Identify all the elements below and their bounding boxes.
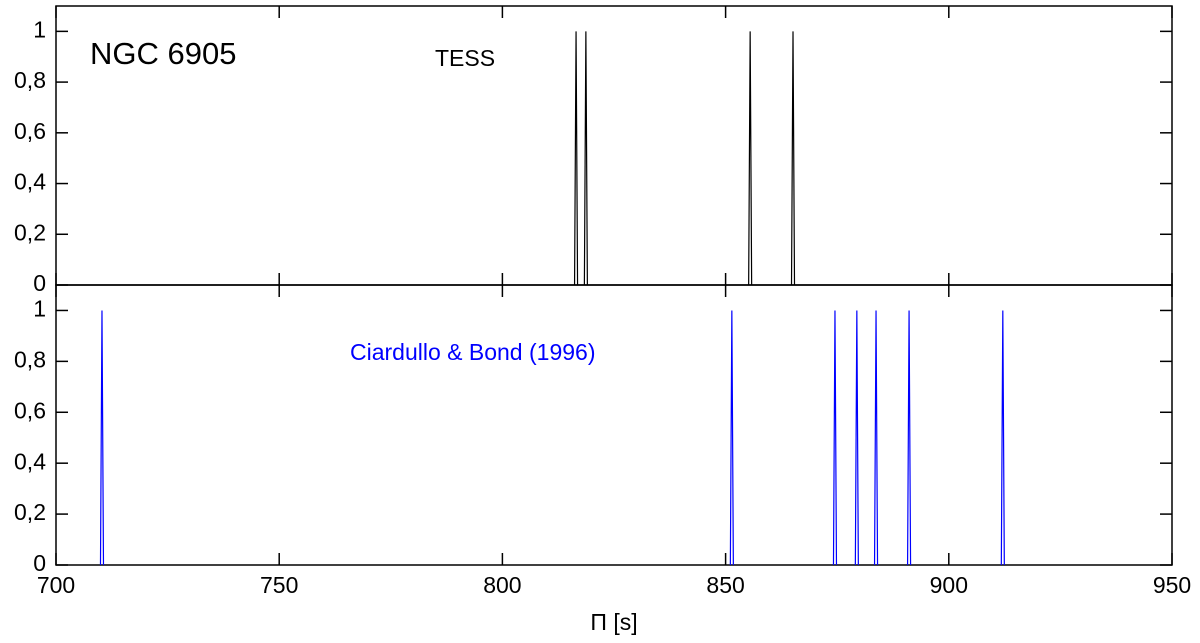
y-tick-label: 1 [33,296,46,322]
spike [873,310,879,566]
x-tick-label: 900 [930,572,968,598]
x-tick-label: 750 [260,572,298,598]
x-tick-label: 850 [706,572,744,598]
y-tick-label: 0 [33,550,46,576]
x-tick-label: 950 [1153,572,1191,598]
spike [790,31,796,286]
y-tick-label: 0 [33,270,46,296]
panel-annotation: Ciardullo & Bond (1996) [350,339,595,365]
y-tick-label: 0,2 [14,499,46,525]
spike [729,310,734,566]
y-tick-label: 1 [33,16,46,42]
spike [1000,310,1005,566]
spike [854,310,859,566]
y-tick-label: 0,4 [14,448,46,474]
spike [573,31,579,286]
plot-frame [55,284,1173,566]
y-tick-label: 0,8 [14,67,46,93]
panel-annotation: TESS [435,45,495,71]
panel-label: NGC 6905 [90,36,236,71]
spike [748,31,753,286]
x-tick-label: 800 [483,572,521,598]
y-tick-label: 0,6 [14,118,46,144]
spike [832,310,838,566]
y-tick-label: 0,8 [14,346,46,372]
y-tick-label: 0,2 [14,219,46,245]
spike [906,310,912,566]
x-tick-label: 700 [37,572,75,598]
y-tick-label: 0,4 [14,169,46,195]
y-tick-label: 0,6 [14,397,46,423]
spike [583,31,588,286]
spike [99,310,105,566]
x-axis-label: Π [s] [590,609,637,635]
